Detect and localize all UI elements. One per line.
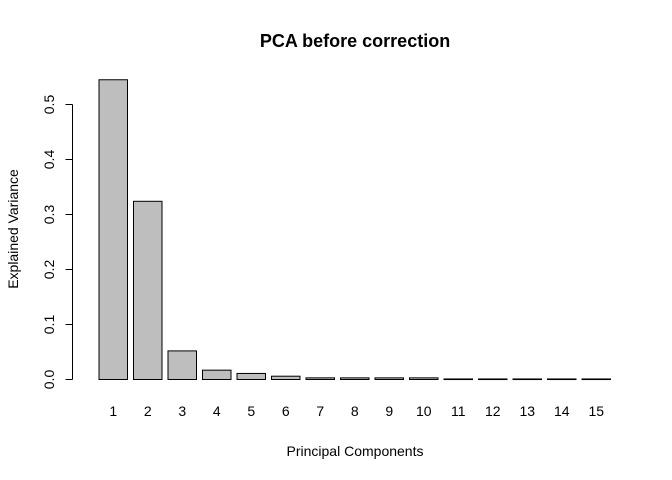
x-tick-label: 11 [451,403,466,419]
bars [98,79,611,381]
y-tick-label: 0.0 [41,370,57,390]
bar [547,378,577,381]
y-axis-ticks: 0.0 0.1 0.2 0.3 0.4 0.5 [41,95,73,390]
x-tick-label: 10 [416,403,432,419]
bar [202,369,232,380]
x-tick-label: 5 [247,403,255,419]
x-tick-label: 7 [316,403,324,419]
x-tick-label: 14 [554,403,570,419]
bar [167,350,197,380]
y-tick-label: 0.2 [41,260,57,280]
y-tick-label: 0.5 [41,95,57,115]
x-tick-label: 8 [351,403,359,419]
x-tick-label: 9 [385,403,393,419]
bar [409,377,439,381]
x-tick-label: 2 [144,403,152,419]
bar [305,377,335,381]
x-tick-label: 3 [178,403,186,419]
bar [512,378,542,381]
bar [581,378,611,381]
y-tick-label: 0.3 [41,205,57,225]
bar [443,378,473,381]
y-tick-label: 0.4 [41,150,57,170]
x-tick-label: 12 [485,403,501,419]
bar [98,79,128,380]
x-tick-label: 13 [519,403,535,419]
x-tick-label: 6 [282,403,290,419]
bar [374,377,404,381]
x-tick-label: 1 [109,403,117,419]
y-axis-label: Explained Variance [5,169,21,289]
x-tick-label: 4 [213,403,221,419]
x-tick-label: 15 [588,403,604,419]
bar [478,378,508,381]
y-tick-label: 0.1 [41,315,57,335]
x-axis-tick-labels: 1 2 3 4 5 6 7 8 9 10 11 12 13 14 15 [109,403,604,419]
bar [340,377,370,381]
bar [236,372,266,381]
bar [271,375,301,381]
x-axis-label: Principal Components [287,443,424,459]
chart-title: PCA before correction [260,31,450,51]
bar [133,200,163,380]
